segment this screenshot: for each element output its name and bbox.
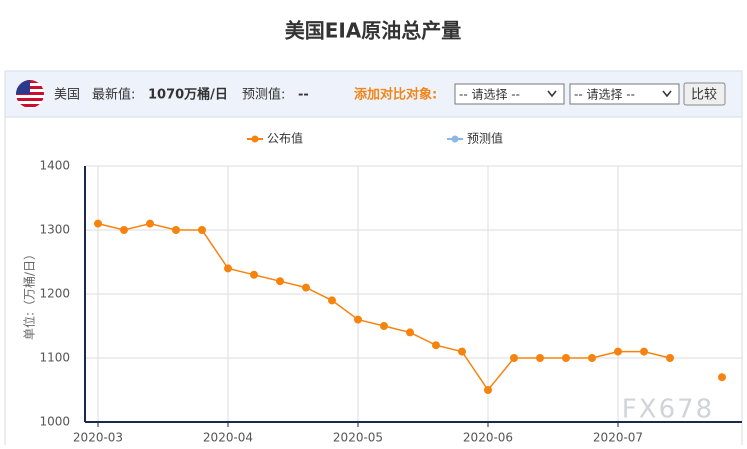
data-point (718, 373, 726, 382)
data-point (302, 283, 310, 292)
latest-label: 最新值: (92, 87, 135, 103)
select-box[interactable] (454, 83, 565, 105)
select-text[interactable]: -- 请选择 -- (459, 88, 520, 102)
data-point (588, 354, 596, 362)
data-point (562, 354, 570, 362)
forecast-value: -- (298, 88, 309, 103)
data-point (172, 226, 180, 234)
latest-value: 1070万桶/日 (148, 87, 228, 103)
data-point (640, 347, 648, 356)
data-point (406, 328, 414, 337)
select-2[interactable]: -- 请选择 -- (569, 83, 680, 105)
data-point (666, 354, 674, 362)
x-tick-label: 2020-03 (73, 431, 123, 445)
data-point (458, 347, 466, 356)
data-point (94, 219, 102, 228)
data-point (354, 315, 362, 324)
y-tick-label: 1300 (39, 223, 70, 237)
watermark: FX678 (622, 395, 714, 425)
country: 美国 (54, 88, 80, 103)
data-point (510, 354, 518, 362)
y-tick-label: 1100 (39, 351, 70, 365)
data-point (432, 341, 440, 350)
x-tick-label: 2020-06 (463, 431, 513, 445)
compare-button-text[interactable]: 比较 (691, 88, 717, 103)
select-text[interactable]: -- 请选择 -- (574, 88, 635, 102)
flag (16, 80, 44, 108)
data-point (146, 219, 154, 228)
legend-marker (451, 135, 459, 143)
data-point (224, 264, 232, 273)
data-point (276, 277, 284, 286)
x-tick-label: 2020-05 (333, 431, 383, 445)
select-arrow[interactable] (547, 90, 557, 98)
legend-label: 公布值 (267, 131, 303, 146)
data-point (328, 296, 336, 305)
x-tick-label: 2020-07 (593, 431, 643, 445)
y-axis-label: 单位:（万桶/日） (22, 248, 37, 340)
select-arrow[interactable] (662, 90, 672, 98)
forecast-label: 预测值: (242, 87, 285, 103)
compare-label: 添加对比对象: (354, 87, 437, 103)
legend-marker (251, 135, 259, 143)
data-point (614, 347, 622, 356)
y-tick-label: 1200 (39, 287, 70, 301)
data-point (250, 270, 258, 279)
compare-button[interactable] (683, 82, 726, 106)
data-point (484, 386, 492, 394)
data-point (198, 226, 206, 234)
select-1[interactable]: -- 请选择 -- (454, 83, 565, 105)
chart-panel (4, 116, 743, 448)
x-tick-label: 2020-04 (203, 431, 253, 445)
select-box[interactable] (569, 83, 680, 105)
y-tick-label: 1400 (39, 159, 70, 173)
data-point (120, 226, 128, 234)
data-point (536, 354, 544, 362)
legend-label: 预测值 (467, 131, 503, 146)
y-tick-label: 1000 (39, 415, 70, 429)
page-title: 美国EIA原油总产量 (285, 19, 462, 43)
data-point (380, 322, 388, 330)
